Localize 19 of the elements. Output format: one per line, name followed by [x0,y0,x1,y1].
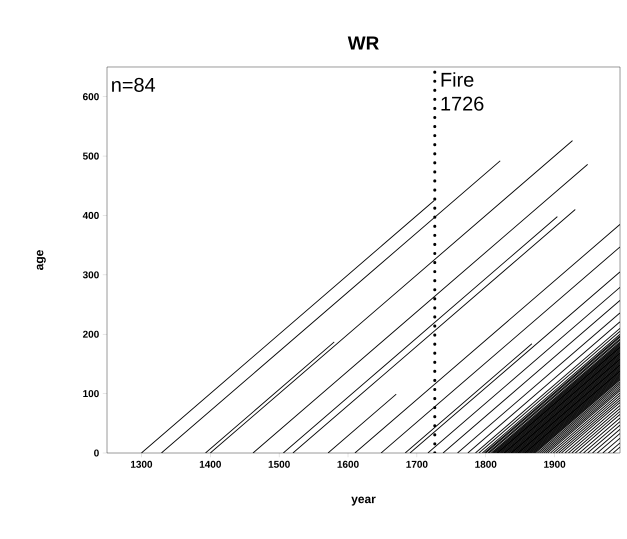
x-tick-label: 1700 [406,460,428,468]
y-tick-label: 100 [83,390,99,398]
y-tick-label: 0 [94,449,99,457]
x-tick-label: 1300 [130,460,152,468]
y-tick-label: 600 [82,93,99,100]
y-tick-label: 200 [82,330,99,338]
x-tick-label: 1900 [544,460,566,468]
y-tick-label: 400 [82,212,99,219]
x-tick-label: 1800 [475,460,496,468]
x-tick-label: 1500 [268,460,290,468]
annotation: n=84 [112,78,156,92]
y-tick-label: 500 [82,152,99,160]
x-axis-title: year [351,496,376,506]
chart-title: WR [348,36,379,50]
x-tick-label: 1600 [338,460,359,468]
x-tick-label: 1400 [200,460,221,468]
ref-line-label: Fire 1726 [441,72,484,111]
y-axis-title: age [36,250,46,270]
y-tick-label: 300 [82,271,99,278]
